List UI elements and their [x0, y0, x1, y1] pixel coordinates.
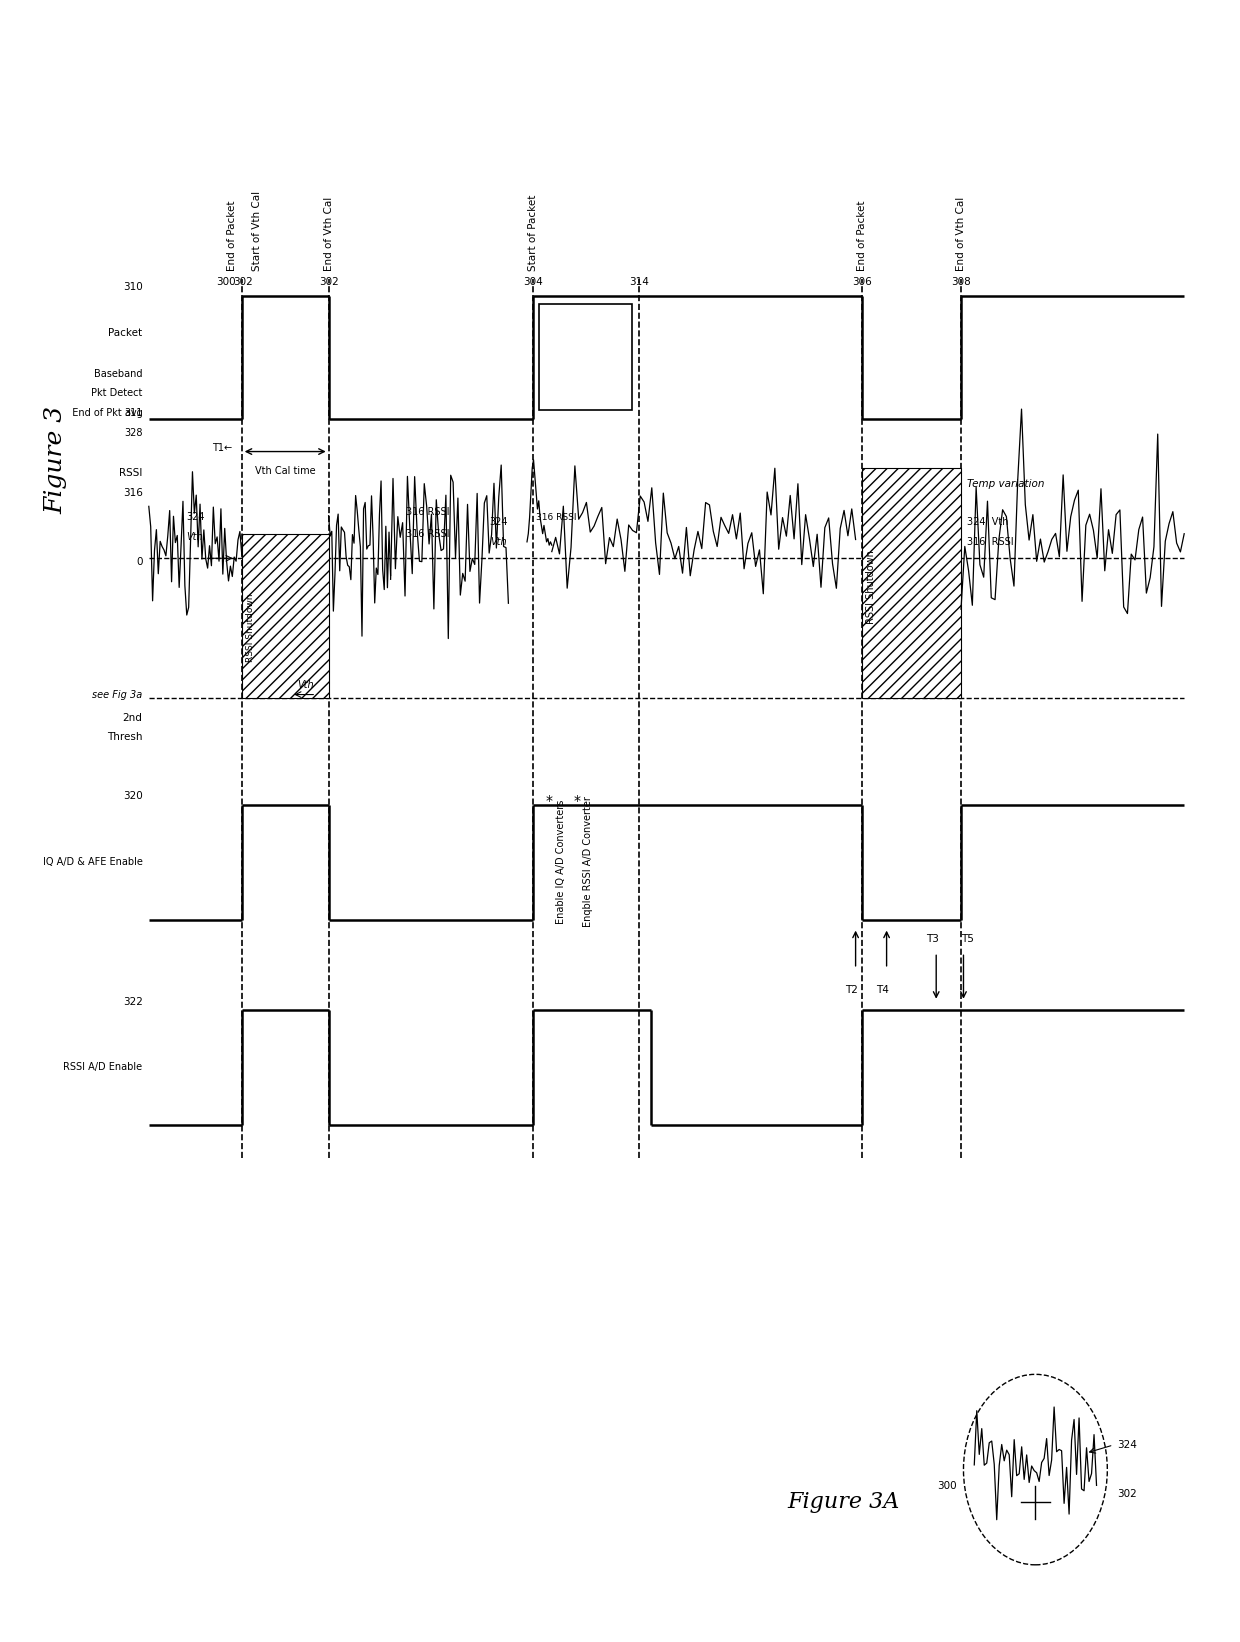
Text: T3: T3	[926, 934, 939, 944]
Text: 316 RSSI: 316 RSSI	[407, 529, 450, 539]
Text: 0: 0	[136, 557, 143, 566]
Text: End of Packet: End of Packet	[227, 200, 237, 271]
Text: Header: Header	[568, 368, 604, 379]
Text: 316 RSSI: 316 RSSI	[536, 512, 577, 522]
Text: RSSI Shutdown: RSSI Shutdown	[246, 594, 254, 662]
Text: Figure 3A: Figure 3A	[787, 1491, 899, 1514]
Text: Baseband: Baseband	[94, 368, 143, 379]
Text: 324: 324	[1117, 1440, 1137, 1450]
Text: Vth: Vth	[298, 680, 314, 690]
Text: Enqble RSSI A/D Converter: Enqble RSSI A/D Converter	[583, 796, 593, 928]
Text: 300: 300	[216, 277, 236, 287]
Text: RSSI A/D Enable: RSSI A/D Enable	[63, 1062, 143, 1072]
Text: Pre: Pre	[578, 335, 594, 346]
Bar	[862, 468, 961, 698]
Text: 310: 310	[123, 282, 143, 292]
Text: 324  Vth: 324 Vth	[967, 517, 1008, 527]
Text: 302: 302	[233, 277, 253, 287]
Text: Thresh: Thresh	[107, 732, 143, 742]
Text: End of Pkt avg: End of Pkt avg	[66, 407, 143, 419]
Text: Pkt Detect: Pkt Detect	[92, 388, 143, 399]
Text: 316: 316	[123, 488, 143, 498]
Text: T4: T4	[877, 985, 889, 995]
Text: Start of Vth Cal: Start of Vth Cal	[252, 190, 262, 271]
Text: Packet: Packet	[108, 327, 143, 338]
Text: 300: 300	[937, 1481, 957, 1491]
Text: 302: 302	[319, 277, 339, 287]
Text: *: *	[573, 795, 580, 808]
Text: 324: 324	[490, 517, 508, 527]
Text: T5: T5	[961, 934, 973, 944]
Text: RSSI Shutdown: RSSI Shutdown	[866, 550, 875, 624]
Text: Figure 3: Figure 3	[45, 406, 67, 514]
Text: 306: 306	[852, 277, 872, 287]
Text: 316  RSSI: 316 RSSI	[967, 537, 1014, 547]
Text: End of Packet: End of Packet	[857, 200, 867, 271]
Text: 324: 324	[186, 512, 205, 522]
Text: Vth: Vth	[186, 532, 202, 542]
Text: 316 RSSI: 316 RSSI	[407, 507, 450, 517]
Text: 328: 328	[124, 427, 143, 438]
Text: 320: 320	[123, 791, 143, 801]
Text: 311: 311	[124, 407, 143, 419]
Text: End of Vth Cal: End of Vth Cal	[956, 197, 966, 271]
Text: 2nd: 2nd	[123, 713, 143, 722]
Text: Start of Packet: Start of Packet	[528, 194, 538, 271]
Text: End of Vth Cal: End of Vth Cal	[324, 197, 334, 271]
Text: RSSI: RSSI	[119, 468, 143, 478]
Text: Temp variation: Temp variation	[967, 479, 1044, 489]
Text: 302: 302	[1117, 1489, 1137, 1499]
Text: see Fig 3a: see Fig 3a	[92, 690, 143, 699]
Bar	[539, 304, 632, 410]
Text: 308: 308	[951, 277, 971, 287]
Text: 322: 322	[123, 997, 143, 1007]
Text: Vth: Vth	[490, 537, 506, 547]
Text: T1←: T1←	[212, 443, 232, 453]
Text: T2: T2	[846, 985, 858, 995]
Text: *: *	[546, 795, 553, 808]
Text: Enable IQ A/D Converters: Enable IQ A/D Converters	[556, 800, 565, 924]
Text: Vth Cal time: Vth Cal time	[255, 466, 315, 476]
Text: IQ A/D & AFE Enable: IQ A/D & AFE Enable	[42, 857, 143, 867]
Text: 314: 314	[629, 277, 649, 287]
Bar	[242, 534, 329, 698]
Text: 304: 304	[523, 277, 543, 287]
